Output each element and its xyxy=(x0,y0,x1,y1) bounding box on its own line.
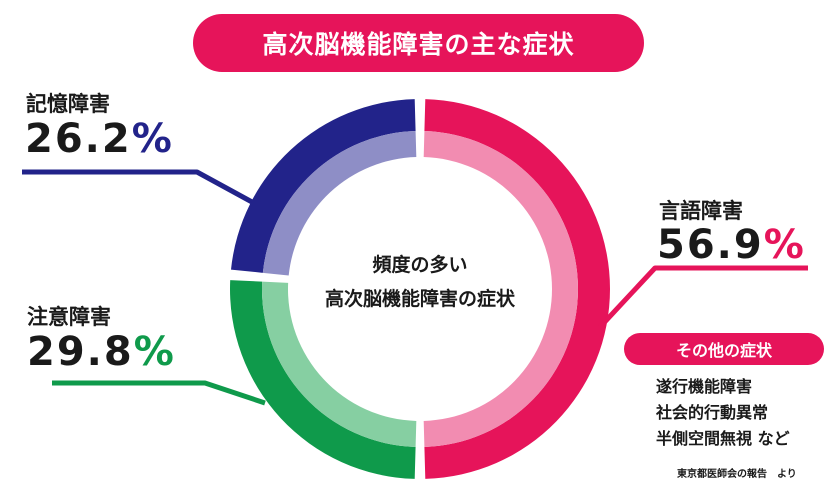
donut-arcs xyxy=(230,99,611,479)
slice-value-attention-number: 29.8 xyxy=(27,329,134,375)
slice-value-memory-number: 26.2 xyxy=(25,116,132,162)
leader-line-memory xyxy=(22,169,254,205)
other-symptoms-heading: その他の症状 xyxy=(624,333,824,365)
slice-attention-outer xyxy=(230,280,416,479)
leader-lines xyxy=(22,169,808,406)
slice-label-memory: 記憶障害 xyxy=(26,92,110,116)
slice-memory-outer xyxy=(230,99,416,273)
leader-line-language xyxy=(598,265,808,329)
slice-label-language: 言語障害 xyxy=(659,199,743,223)
other-symptom-item: 遂行機能障害 xyxy=(656,377,753,396)
slice-memory-inner xyxy=(262,131,417,276)
slice-value-memory: 26.2% xyxy=(25,116,174,162)
slice-attention-inner xyxy=(261,281,417,447)
slice-value-attention-unit: % xyxy=(134,329,176,375)
chart-title: 高次脳機能障害の主な症状 xyxy=(193,14,644,72)
center-label-line-2: 高次脳機能障害の症状 xyxy=(325,287,516,310)
slice-label-attention: 注意障害 xyxy=(27,305,111,329)
other-symptoms-list: 遂行機能障害 社会的行動異常 半側空間無視 など xyxy=(656,374,790,452)
slice-value-language-unit: % xyxy=(764,222,806,268)
slice-language-outer xyxy=(424,99,611,479)
slice-value-attention: 29.8% xyxy=(27,329,176,375)
center-label-line-1: 頻度の多い xyxy=(372,253,467,276)
other-symptom-item: 半側空間無視 など xyxy=(656,429,790,448)
slice-value-language: 56.9% xyxy=(657,222,806,268)
slice-value-memory-unit: % xyxy=(132,116,174,162)
source-note: 東京都医師会の報告 より xyxy=(677,469,797,480)
other-symptom-item: 社会的行動異常 xyxy=(656,403,769,422)
slice-language-inner xyxy=(423,131,579,447)
slice-value-language-number: 56.9 xyxy=(657,222,764,268)
leader-line-attention xyxy=(52,380,266,406)
